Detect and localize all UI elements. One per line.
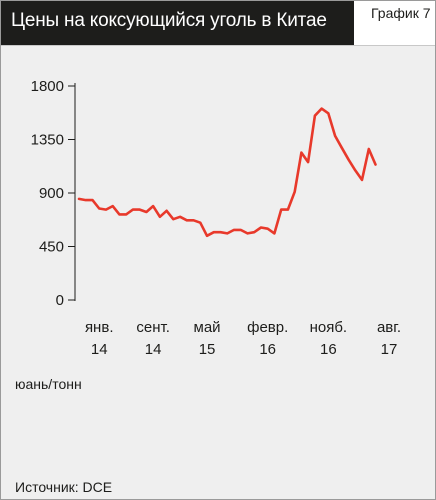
title-bar: Цены на коксующийся уголь в Китае [1, 1, 354, 45]
x-tick-label-month: янв. [85, 319, 114, 336]
x-tick-label-month: авг. [377, 319, 401, 336]
unit-label: юань/тонн [15, 376, 82, 392]
price-series-line [77, 107, 377, 238]
source-label: Источник: DCE [15, 479, 113, 495]
x-tick-label-year: 16 [320, 341, 337, 358]
y-tick-label: 1350 [31, 132, 64, 149]
x-tick-label-year: 17 [381, 341, 398, 358]
y-tick-label: 450 [39, 239, 64, 256]
x-tick-label-month: май [194, 319, 221, 336]
x-tick-label-year: 14 [145, 341, 162, 358]
chart-header: Цены на коксующийся уголь в Китае График… [1, 1, 435, 46]
x-tick-label-year: 16 [259, 341, 276, 358]
x-tick-label-month: сент. [136, 319, 170, 336]
line-chart: 0 450 900 1350 1800 янв. 14 сент. 14 май 15 февр. 16… [31, 78, 401, 358]
x-tick-label-year: 14 [91, 341, 108, 358]
y-tick-label: 900 [39, 185, 64, 202]
x-tick-label-year: 15 [199, 341, 216, 358]
chart-title: Цены на коксующийся уголь в Китае [11, 10, 327, 31]
y-tick-label: 0 [56, 292, 64, 309]
x-tick-label-month: февр. [247, 319, 288, 336]
chart-number: График 7 [371, 5, 431, 21]
x-tick-label-month: нояб. [310, 319, 348, 336]
y-tick-label: 1800 [31, 78, 64, 95]
